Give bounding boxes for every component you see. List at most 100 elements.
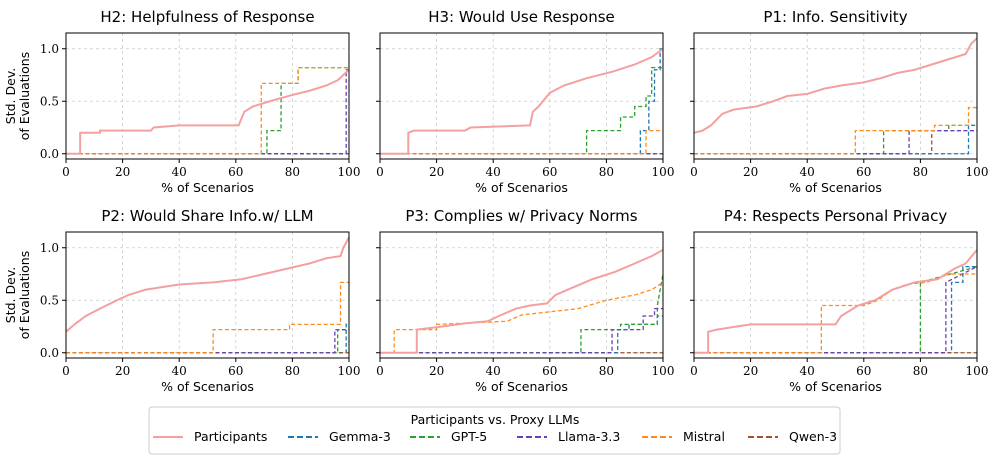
axes-frame [379, 231, 664, 359]
series-line-participants [380, 47, 663, 155]
series-group [66, 67, 349, 155]
series-line-mistral [66, 281, 349, 354]
series-group [694, 249, 977, 354]
x-tick-label: 100 [652, 364, 675, 378]
series-group [380, 248, 663, 354]
grid [65, 33, 350, 159]
x-tick-label: 20 [429, 165, 444, 179]
x-tick-label: 100 [966, 364, 989, 378]
panel-title: H2: Helpfulness of Response [100, 8, 314, 26]
x-axis-label: % of Scenarios [789, 379, 882, 394]
x-tick-label: 80 [285, 364, 300, 378]
series-line-gpt-5 [694, 124, 977, 155]
series-line-gemma-3 [66, 323, 349, 354]
x-tick-label: 80 [285, 165, 300, 179]
x-tick-label: 60 [228, 364, 243, 378]
series-group [66, 236, 349, 354]
x-tick-label: 100 [652, 165, 675, 179]
series-line-mistral [694, 273, 977, 354]
x-tick-label: 20 [743, 165, 758, 179]
panel-p4-respects-personal-privacy: 0 20 40 60 80 100 % of Scenarios P4: Respects P… [690, 207, 988, 394]
x-axis-label: % of Scenarios [475, 180, 568, 195]
x-tick-label: 80 [913, 165, 928, 179]
series-group [694, 37, 977, 155]
x-axis-label: % of Scenarios [475, 379, 568, 394]
series-line-participants [66, 236, 349, 333]
x-axis-label: % of Scenarios [161, 180, 254, 195]
series-line-participants [380, 248, 663, 354]
panel-title: P4: Respects Personal Privacy [724, 207, 948, 225]
x-tick-label: 20 [429, 364, 444, 378]
x-axis-label: % of Scenarios [161, 379, 254, 394]
y-tick-label: 1.0 [40, 241, 59, 255]
x-tick-label: 40 [800, 165, 815, 179]
legend-entry-gemma-3: Gemma-3 [288, 429, 391, 444]
x-tick-label: 0 [376, 364, 384, 378]
x-tick-label: 40 [486, 364, 501, 378]
panel-title: H3: Would Use Response [428, 8, 615, 26]
x-tick-label: 80 [913, 364, 928, 378]
x-tick-label: 60 [228, 165, 243, 179]
x-tick-label: 40 [800, 364, 815, 378]
x-tick-label: 0 [62, 165, 70, 179]
x-tick-label: 80 [599, 165, 614, 179]
series-line-participants [694, 249, 977, 354]
series-line-gemma-3 [380, 315, 663, 354]
x-tick-label: 20 [743, 364, 758, 378]
series-line-llama-3-3 [380, 308, 663, 354]
series-line-participants [66, 69, 349, 155]
axes-frame [693, 32, 978, 160]
x-tick-label: 60 [542, 364, 557, 378]
axes-frame [379, 32, 664, 160]
series-line-gpt-5 [380, 273, 663, 354]
x-tick-label: 100 [966, 165, 989, 179]
panel-title: P2: Would Share Info.w/ LLM [101, 207, 313, 225]
legend-entries: Participants Gemma-3 GPT-5 Llama-3.3 Mistral… [153, 429, 837, 444]
y-axis-label: of Evaluations [17, 52, 32, 141]
grid [65, 232, 350, 358]
x-tick-label: 20 [115, 364, 130, 378]
series-line-llama-3-3 [66, 329, 349, 354]
axes-frame [65, 231, 350, 359]
x-tick-label: 40 [486, 165, 501, 179]
series-line-mistral [380, 281, 663, 354]
legend: Participants vs. Proxy LLMs Participants… [148, 406, 841, 455]
series-line-mistral [694, 106, 977, 155]
x-tick-label: 60 [856, 165, 871, 179]
legend-title: Participants vs. Proxy LLMs [411, 412, 580, 427]
series-line-qwen-3 [694, 130, 977, 155]
y-tick-label: 0.5 [40, 293, 59, 307]
series-line-gemma-3 [694, 124, 977, 155]
legend-entry-qwen-3: Qwen-3 [748, 429, 837, 444]
legend-entry-mistral: Mistral [642, 429, 725, 444]
y-tick-label: 0.0 [40, 346, 59, 360]
x-tick-label: 40 [172, 165, 187, 179]
x-tick-label: 20 [115, 165, 130, 179]
y-tick-label: 1.0 [40, 42, 59, 56]
legend-label-gpt-5: GPT-5 [451, 429, 487, 444]
x-tick-label: 0 [690, 165, 698, 179]
y-axis-label: of Evaluations [17, 251, 32, 340]
panel-p3-complies-w-privacy-norms: 0 20 40 60 80 100 % of Scenarios P3: Complies w… [376, 207, 674, 394]
x-tick-label: 80 [599, 364, 614, 378]
y-axis-label: Std. Dev. [3, 267, 18, 323]
panel-p2-would-share-info-w-llm: 0 20 40 60 80 100 0.0 0.5 1.0 % of Scenarios Std. … [3, 207, 360, 394]
x-tick-label: 0 [690, 364, 698, 378]
series-line-gpt-5 [380, 67, 663, 155]
x-tick-label: 40 [172, 364, 187, 378]
axes-frame [693, 231, 978, 359]
panel-h3-would-use-response: 0 20 40 60 80 100 % of Scenarios H3: Would Use … [376, 8, 674, 195]
axes-frame [65, 32, 350, 160]
series-group [380, 47, 663, 155]
series-line-llama-3-3 [66, 69, 349, 155]
y-tick-label: 0.0 [40, 147, 59, 161]
grid [693, 232, 978, 358]
x-tick-label: 100 [338, 364, 361, 378]
legend-label-mistral: Mistral [683, 429, 725, 444]
grid [379, 232, 664, 358]
y-tick-label: 0.5 [40, 94, 59, 108]
panel-p1-info-sensitivity: 0 20 40 60 80 100 % of Scenarios P1: Info. Sens… [690, 8, 988, 195]
legend-label-gemma-3: Gemma-3 [329, 429, 391, 444]
series-line-mistral [380, 130, 663, 155]
